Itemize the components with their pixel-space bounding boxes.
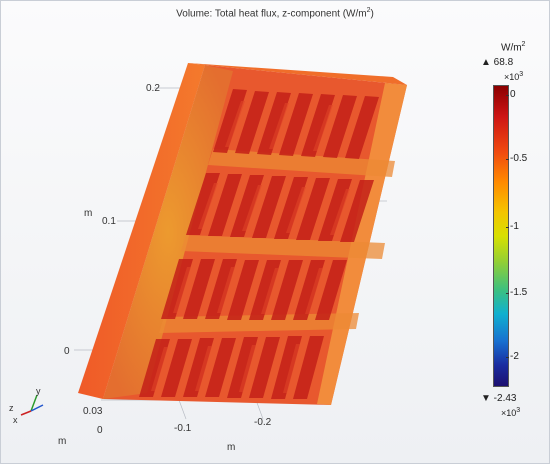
plot-title: Volume: Total heat flux, z-component (W/… bbox=[1, 7, 549, 19]
x-axis-unit: m bbox=[227, 442, 236, 453]
legend-scale-bottom: ×103 bbox=[501, 407, 520, 418]
z-axis-unit: m bbox=[84, 208, 93, 219]
legend-scale-top: ×103 bbox=[504, 71, 523, 82]
scale-base: ×10 bbox=[504, 72, 520, 82]
legend-unit-base: W/m bbox=[501, 42, 522, 54]
z-tick-label: 0.1 bbox=[102, 216, 116, 227]
scale-exp: 3 bbox=[519, 71, 524, 78]
scale-base: ×10 bbox=[501, 408, 517, 418]
legend-tick: -2 bbox=[506, 351, 519, 362]
y-axis-unit: m bbox=[58, 436, 67, 447]
internal-cells bbox=[139, 89, 379, 399]
z-tick-label: 0.2 bbox=[146, 83, 160, 94]
legend-tick: 0 bbox=[506, 89, 516, 100]
title-suffix: ) bbox=[370, 8, 374, 20]
legend-unit-exp: 2 bbox=[521, 41, 526, 48]
x-tick-label: -0.1 bbox=[174, 423, 192, 434]
legend-min-value: ▼ -2.43 bbox=[481, 393, 517, 404]
z-tick-label: 0 bbox=[64, 346, 70, 357]
legend-tick: -1.5 bbox=[505, 287, 528, 298]
x-tick-label: 0 bbox=[97, 425, 103, 436]
triad-x-label: x bbox=[13, 415, 18, 425]
legend-unit: W/m2 bbox=[501, 41, 525, 53]
3d-viewport[interactable] bbox=[1, 1, 471, 463]
color-bar bbox=[493, 85, 509, 387]
triad-y-label: y bbox=[36, 386, 41, 396]
x-tick-label: -0.2 bbox=[254, 417, 272, 428]
legend-max-value: ▲ 68.8 bbox=[481, 57, 514, 68]
legend-tick: -1 bbox=[506, 221, 519, 232]
scale-exp: 3 bbox=[516, 407, 521, 414]
triad-z-label: z bbox=[9, 403, 14, 413]
axis-orientation-triad bbox=[20, 394, 44, 416]
title-exponent: 2 bbox=[366, 7, 371, 14]
cell-highlights bbox=[151, 101, 350, 393]
title-text: Volume: Total heat flux, z-component (W/… bbox=[176, 8, 367, 20]
y-tick-label: 0.03 bbox=[83, 406, 103, 417]
legend-tick: -0.5 bbox=[505, 153, 528, 164]
